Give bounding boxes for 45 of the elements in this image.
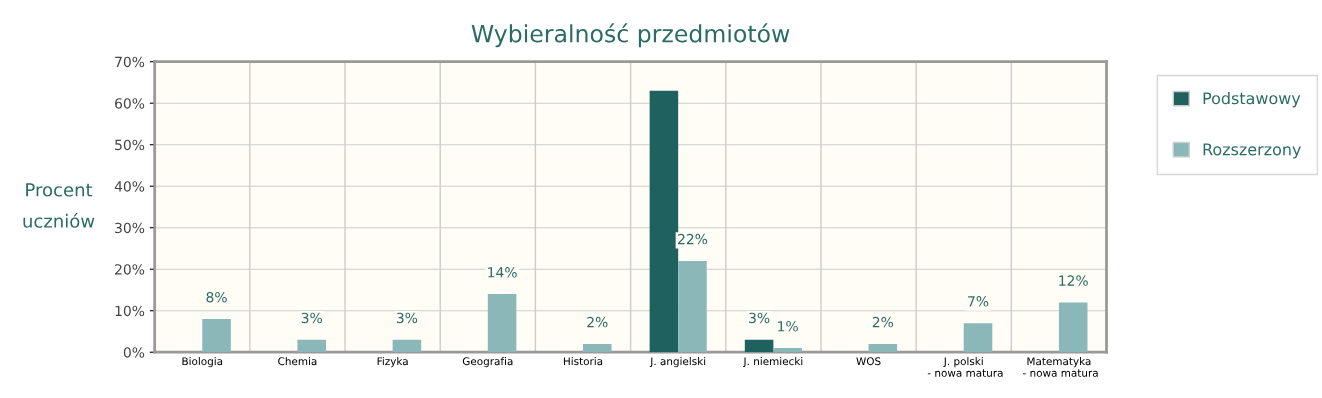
bar [392, 339, 422, 353]
data-label: 1% [778, 320, 798, 332]
y-tick-label: 70% [115, 56, 145, 68]
bar [297, 339, 327, 353]
bar [649, 90, 679, 353]
x-tick-label: Historia [563, 357, 603, 366]
data-label: 12% [1059, 275, 1088, 286]
x-tick-label: J. niemiecki [742, 357, 803, 368]
data-label: 2% [872, 316, 894, 328]
y-tick-label: 50% [115, 139, 145, 151]
data-label: 3% [749, 312, 770, 324]
x-tick-label: J. polski - nowa matura [927, 357, 1003, 377]
y-tick-label: 10% [115, 305, 145, 317]
data-label: 3% [396, 312, 418, 324]
x-tick-label: J. angielski [649, 357, 706, 368]
bar [744, 339, 774, 353]
x-tick-label: Matematyka - nowa matura [1023, 357, 1098, 377]
data-label: 14% [488, 267, 517, 278]
data-label: 3% [301, 312, 322, 324]
x-tick-label: Geografia [462, 357, 513, 368]
y-axis-title: Procent uczniów [23, 183, 95, 228]
x-tick-label: Chemia [278, 357, 317, 366]
bar [963, 323, 993, 353]
data-label: 22% [678, 233, 708, 245]
legend-label: Rozszerzony [1203, 143, 1301, 159]
bar [773, 348, 802, 353]
y-tick-label: 0% [123, 347, 145, 358]
x-tick-label: Biologia [182, 357, 223, 368]
bar [868, 343, 898, 353]
legend-label: Podstawowy [1203, 91, 1301, 108]
y-tick-label: 30% [115, 222, 145, 234]
data-label: 2% [587, 316, 608, 328]
bar [1058, 302, 1088, 353]
x-tick-label: Fizyka [377, 357, 408, 368]
bar [583, 343, 612, 353]
y-tick-label: 60% [115, 98, 145, 109]
data-label: 8% [206, 291, 227, 303]
bar [678, 260, 707, 353]
bar [487, 294, 517, 353]
chart-title: Wybieralność przedmiotów [471, 23, 790, 48]
y-tick-label: 20% [115, 264, 145, 275]
x-tick-label: WOS [856, 357, 881, 366]
data-label: 7% [968, 296, 989, 307]
bar [202, 319, 231, 353]
y-tick-label: 40% [114, 181, 145, 192]
